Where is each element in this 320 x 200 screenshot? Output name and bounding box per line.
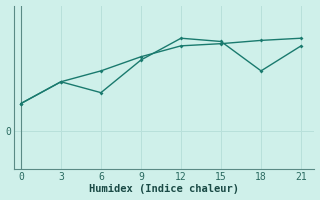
- X-axis label: Humidex (Indice chaleur): Humidex (Indice chaleur): [89, 184, 239, 194]
